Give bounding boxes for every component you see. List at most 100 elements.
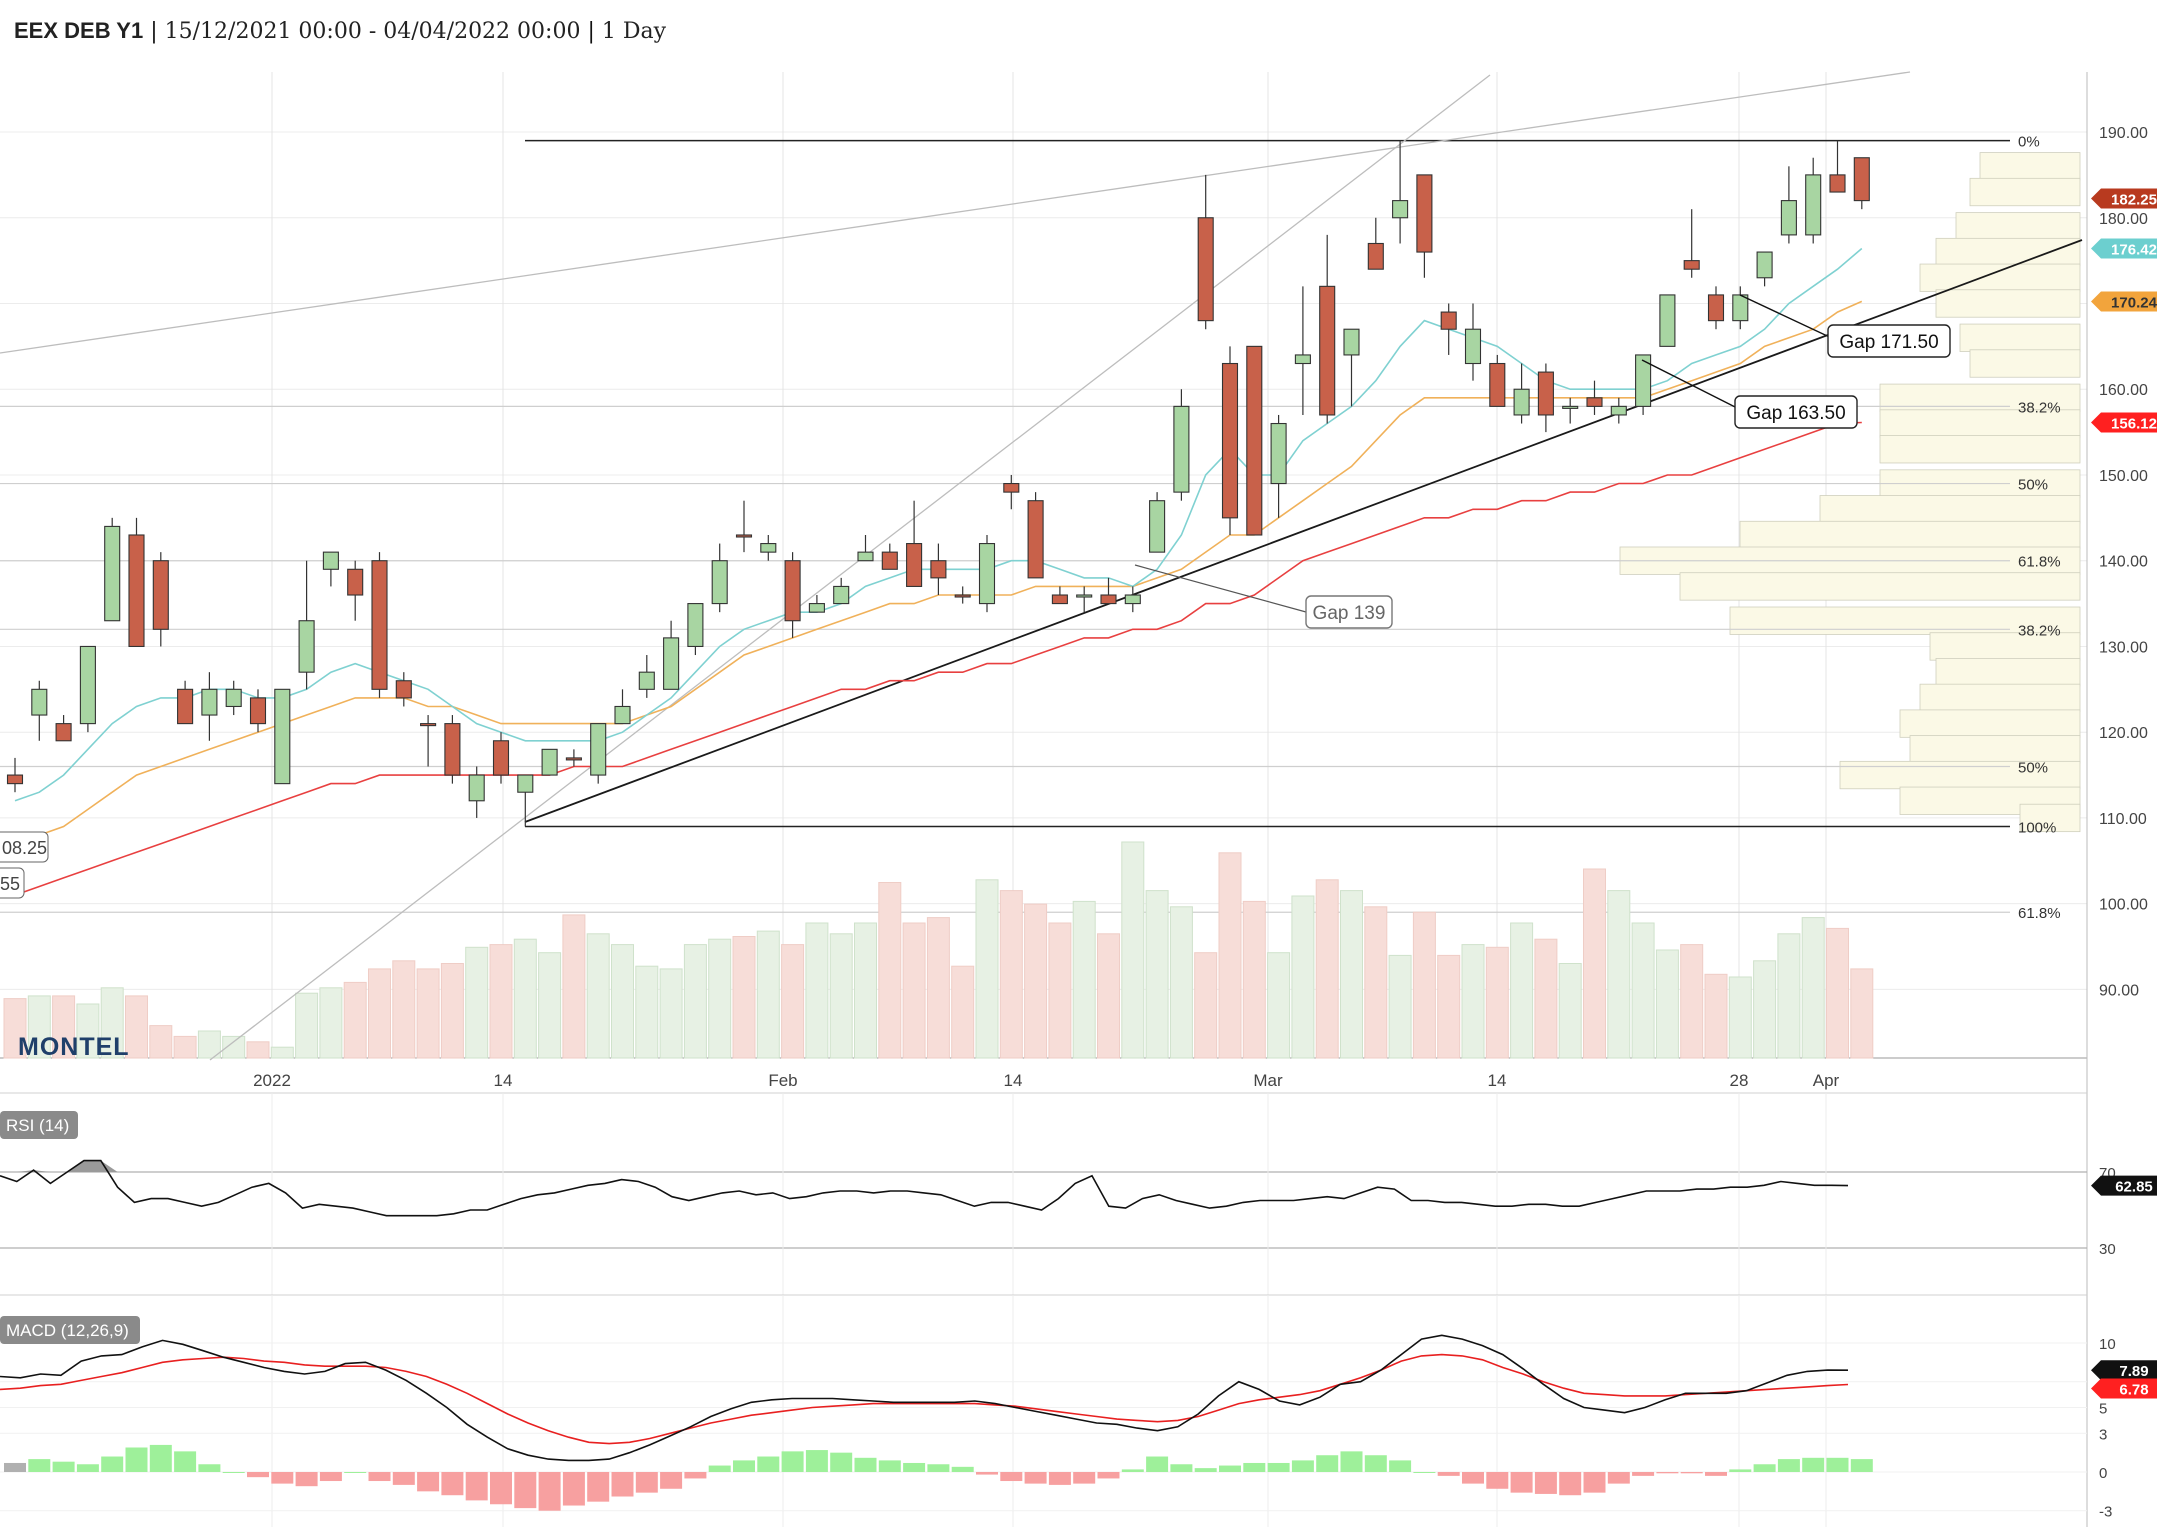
volume-bar xyxy=(368,968,391,1059)
macd-histogram-bar xyxy=(222,1472,245,1473)
candle-body[interactable] xyxy=(760,543,777,553)
volume-bar xyxy=(1461,944,1485,1059)
candle-body[interactable] xyxy=(1683,260,1700,270)
candle-body[interactable] xyxy=(1805,174,1822,236)
candle-body[interactable] xyxy=(784,560,801,622)
candle-body[interactable] xyxy=(711,560,728,605)
candle-body[interactable] xyxy=(1537,371,1554,416)
candle-body[interactable] xyxy=(1319,285,1336,416)
candle-body[interactable] xyxy=(1829,174,1846,193)
candle-body[interactable] xyxy=(954,594,971,598)
macd-histogram-bar xyxy=(927,1464,950,1472)
volume-bar xyxy=(416,968,440,1059)
candle-body[interactable] xyxy=(6,774,24,785)
candle-body[interactable] xyxy=(1562,405,1579,409)
candle-body[interactable] xyxy=(614,705,631,725)
candle-body[interactable] xyxy=(638,671,655,690)
candle-body[interactable] xyxy=(1780,200,1797,236)
candle-body[interactable] xyxy=(1367,242,1384,270)
candle-body[interactable] xyxy=(79,645,96,725)
candle-body[interactable] xyxy=(492,740,510,776)
ma-slow-badge-tag xyxy=(2091,412,2157,433)
candle-body[interactable] xyxy=(1853,157,1870,202)
candle-body[interactable] xyxy=(1610,405,1627,416)
candle-body[interactable] xyxy=(881,551,898,570)
candle-body[interactable] xyxy=(517,774,534,793)
candle-body[interactable] xyxy=(420,723,437,727)
macd-histogram-bar xyxy=(708,1465,731,1472)
candle-body[interactable] xyxy=(590,723,607,776)
candle-body[interactable] xyxy=(1246,345,1263,536)
volume-bar xyxy=(1412,911,1436,1059)
candle-body[interactable] xyxy=(1173,405,1190,493)
candle-body[interactable] xyxy=(225,688,242,708)
volume-bar xyxy=(1485,946,1509,1059)
candle-body[interactable] xyxy=(1392,200,1409,219)
candle-body[interactable] xyxy=(1149,500,1166,553)
candle-body[interactable] xyxy=(55,723,72,742)
candle-body[interactable] xyxy=(687,603,704,648)
candle-body[interactable] xyxy=(1051,594,1068,605)
macd-title: MACD (12,26,9) xyxy=(6,1321,129,1340)
candle-body[interactable] xyxy=(1221,362,1239,519)
candle-body[interactable] xyxy=(541,748,558,776)
symbol-name: EEX DEB Y1 xyxy=(14,18,144,43)
candle-body[interactable] xyxy=(978,543,996,605)
candle-body[interactable] xyxy=(735,534,753,538)
candle-body[interactable] xyxy=(833,585,850,605)
candle-body[interactable] xyxy=(1756,251,1773,279)
candle-body[interactable] xyxy=(1197,217,1214,322)
volume-profile-bar xyxy=(1819,495,2081,524)
candle-body[interactable] xyxy=(1027,500,1044,579)
candle-body[interactable] xyxy=(565,757,582,761)
candle-body[interactable] xyxy=(395,680,412,699)
volume-bar xyxy=(149,1025,173,1059)
candle-body[interactable] xyxy=(1003,482,1020,493)
candle-body[interactable] xyxy=(1513,388,1530,416)
candle-body[interactable] xyxy=(468,774,485,802)
candle-body[interactable] xyxy=(1100,594,1117,605)
candle-body[interactable] xyxy=(1294,354,1311,365)
candle-body[interactable] xyxy=(1489,362,1506,407)
candle-body[interactable] xyxy=(1416,174,1433,253)
candle-body[interactable] xyxy=(371,560,388,690)
candle-body[interactable] xyxy=(1270,422,1287,485)
candle-body[interactable] xyxy=(1076,594,1093,598)
candle-body[interactable] xyxy=(274,688,291,785)
volume-bar xyxy=(611,944,634,1059)
candle-body[interactable] xyxy=(906,543,923,587)
candle-body[interactable] xyxy=(1343,328,1360,356)
volume-bar xyxy=(1826,927,1849,1059)
candle-body[interactable] xyxy=(1124,594,1141,605)
candle-body[interactable] xyxy=(1732,294,1749,322)
candle-body[interactable] xyxy=(1440,311,1457,330)
volume-bar xyxy=(1267,952,1291,1059)
candle-body[interactable] xyxy=(808,603,825,613)
macd-histogram-bar xyxy=(1850,1459,1873,1472)
volume-profile-bar xyxy=(1929,632,2081,661)
candle-body[interactable] xyxy=(128,534,145,648)
candle-body[interactable] xyxy=(201,688,218,716)
candle-body[interactable] xyxy=(152,560,169,630)
candle-body[interactable] xyxy=(1635,354,1652,407)
candle-body[interactable] xyxy=(1464,328,1482,365)
candle-body[interactable] xyxy=(249,697,267,725)
fibonacci-label: 50% xyxy=(2018,477,2048,494)
candle-body[interactable] xyxy=(322,551,339,570)
candle-body[interactable] xyxy=(930,560,947,579)
candle-body[interactable] xyxy=(177,688,194,725)
candle-body[interactable] xyxy=(104,525,121,622)
candle-body[interactable] xyxy=(857,551,874,562)
macd-histogram-bar xyxy=(903,1462,926,1472)
candle-body[interactable] xyxy=(1586,397,1603,407)
volume-bar xyxy=(52,995,76,1059)
volume-bar xyxy=(100,987,124,1059)
candle-body[interactable] xyxy=(663,637,680,690)
candle-body[interactable] xyxy=(347,568,364,596)
candle-body[interactable] xyxy=(31,688,48,716)
candle-body[interactable] xyxy=(298,620,315,673)
candle-body[interactable] xyxy=(444,723,461,776)
candle-body[interactable] xyxy=(1659,294,1676,347)
candle-body[interactable] xyxy=(1707,294,1725,322)
